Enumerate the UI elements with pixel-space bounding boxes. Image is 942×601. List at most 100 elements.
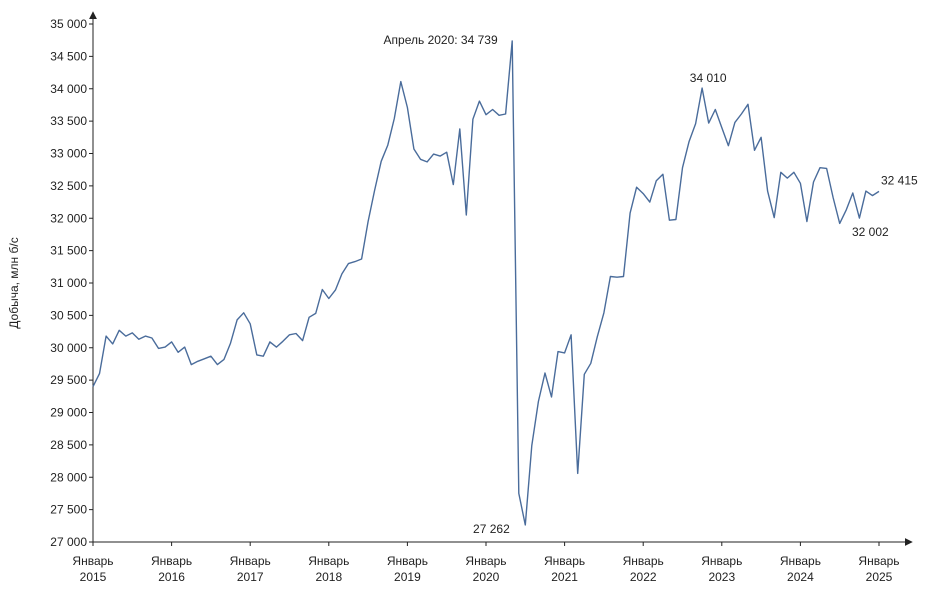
data-annotation: 32 002 bbox=[852, 225, 889, 239]
data-point bbox=[419, 158, 422, 161]
data-point bbox=[157, 347, 160, 350]
y-tick-label: 32 000 bbox=[50, 211, 87, 225]
data-annotation: 27 262 bbox=[473, 522, 510, 536]
data-point bbox=[327, 297, 330, 300]
x-tick-label-year: 2022 bbox=[630, 570, 657, 584]
data-point bbox=[498, 114, 501, 117]
data-point bbox=[314, 312, 317, 315]
data-point bbox=[753, 149, 756, 152]
data-annotation: 34 010 bbox=[690, 71, 727, 85]
data-point bbox=[118, 329, 121, 332]
y-tick-label: 32 500 bbox=[50, 179, 87, 193]
data-point bbox=[740, 113, 743, 116]
data-point bbox=[223, 358, 226, 361]
data-point bbox=[144, 335, 147, 338]
data-point bbox=[491, 108, 494, 111]
data-point bbox=[242, 311, 245, 314]
data-point bbox=[576, 472, 579, 475]
data-point bbox=[249, 322, 252, 325]
data-point bbox=[714, 108, 717, 111]
data-point bbox=[229, 342, 232, 345]
data-point bbox=[819, 166, 822, 169]
data-point bbox=[602, 311, 605, 314]
data-point bbox=[570, 333, 573, 336]
data-point bbox=[596, 335, 599, 338]
data-point bbox=[275, 346, 278, 349]
x-tick-label-year: 2015 bbox=[80, 570, 107, 584]
x-tick-label-month: Январь bbox=[858, 554, 899, 568]
data-point bbox=[236, 318, 239, 321]
y-tick-label: 35 000 bbox=[50, 17, 87, 31]
data-point bbox=[347, 262, 350, 265]
data-point bbox=[360, 258, 363, 261]
data-point bbox=[838, 222, 841, 225]
x-tick-label-month: Январь bbox=[544, 554, 585, 568]
x-tick-label-year: 2020 bbox=[473, 570, 500, 584]
data-annotation: 32 415 bbox=[881, 173, 918, 187]
data-point bbox=[177, 351, 180, 354]
data-point bbox=[308, 316, 311, 319]
data-point bbox=[629, 212, 632, 215]
data-point bbox=[674, 218, 677, 221]
data-point bbox=[858, 217, 861, 220]
data-point bbox=[530, 444, 533, 447]
data-point bbox=[137, 338, 140, 341]
x-tick-label-month: Январь bbox=[230, 554, 271, 568]
data-point bbox=[622, 275, 625, 278]
data-point bbox=[517, 492, 520, 495]
data-point bbox=[131, 331, 134, 334]
data-point bbox=[301, 339, 304, 342]
data-point bbox=[648, 201, 651, 204]
data-point bbox=[367, 220, 370, 223]
data-point bbox=[458, 127, 461, 130]
data-point bbox=[655, 179, 658, 182]
x-tick-label-month: Январь bbox=[465, 554, 506, 568]
data-point bbox=[642, 192, 645, 195]
data-point bbox=[170, 340, 173, 343]
data-point bbox=[544, 372, 547, 375]
data-point bbox=[524, 524, 527, 527]
data-point bbox=[701, 87, 704, 90]
y-tick-label: 27 000 bbox=[50, 535, 87, 549]
data-point bbox=[720, 126, 723, 129]
data-point bbox=[504, 113, 507, 116]
data-point bbox=[511, 39, 514, 42]
data-point bbox=[386, 144, 389, 147]
data-point bbox=[183, 346, 186, 349]
data-point bbox=[812, 181, 815, 184]
x-tick-label-month: Январь bbox=[72, 554, 113, 568]
y-tick-label: 29 500 bbox=[50, 373, 87, 387]
data-point bbox=[406, 106, 409, 109]
data-point bbox=[563, 351, 566, 354]
data-point bbox=[832, 196, 835, 199]
data-point bbox=[668, 219, 671, 222]
data-point bbox=[485, 113, 488, 116]
data-point bbox=[609, 275, 612, 278]
data-point bbox=[681, 166, 684, 169]
series-line bbox=[92, 40, 880, 526]
data-point bbox=[537, 400, 540, 403]
x-tick-label-year: 2018 bbox=[315, 570, 342, 584]
data-point bbox=[295, 332, 298, 335]
data-point bbox=[255, 353, 258, 356]
x-tick-label-year: 2025 bbox=[866, 570, 893, 584]
data-point bbox=[707, 122, 710, 125]
data-point bbox=[557, 350, 560, 353]
data-point bbox=[281, 340, 284, 343]
data-point bbox=[825, 167, 828, 170]
y-tick-label: 31 000 bbox=[50, 276, 87, 290]
data-point bbox=[98, 372, 101, 375]
data-point bbox=[805, 220, 808, 223]
data-point bbox=[288, 333, 291, 336]
x-tick-label-year: 2021 bbox=[551, 570, 578, 584]
data-point bbox=[635, 186, 638, 189]
data-point bbox=[583, 373, 586, 376]
data-point bbox=[878, 190, 881, 193]
data-point bbox=[747, 103, 750, 106]
data-point bbox=[779, 171, 782, 174]
x-tick-label-month: Январь bbox=[151, 554, 192, 568]
data-point bbox=[799, 182, 802, 185]
data-point bbox=[432, 153, 435, 156]
data-point bbox=[393, 117, 396, 120]
annotations: Апрель 2020: 34 739 27 262 34 010 32 415 32 … bbox=[384, 33, 918, 536]
